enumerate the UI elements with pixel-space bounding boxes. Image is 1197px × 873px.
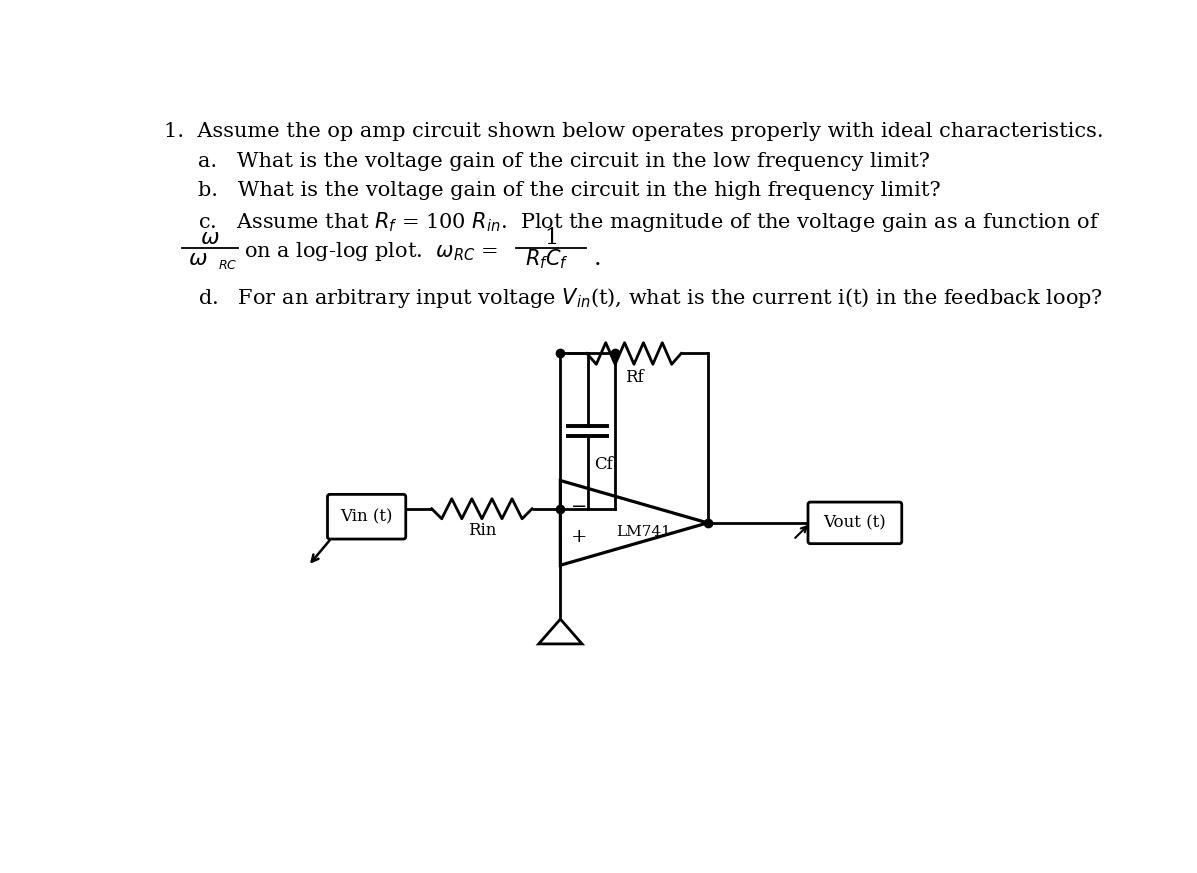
FancyBboxPatch shape <box>328 494 406 539</box>
Text: +: + <box>571 528 588 546</box>
Text: .: . <box>594 247 601 271</box>
Text: Rin: Rin <box>468 522 496 539</box>
Polygon shape <box>560 480 707 565</box>
Text: 1.  Assume the op amp circuit shown below operates properly with ideal character: 1. Assume the op amp circuit shown below… <box>164 122 1104 141</box>
Text: $_{RC}$: $_{RC}$ <box>218 254 237 272</box>
Text: on a log-log plot.  $\omega_{RC}$ =: on a log-log plot. $\omega_{RC}$ = <box>244 240 498 264</box>
Text: $\omega$: $\omega$ <box>200 227 220 249</box>
Text: c.   Assume that $R_f$ = 100 $R_{in}$.  Plot the magnitude of the voltage gain a: c. Assume that $R_f$ = 100 $R_{in}$. Plo… <box>198 210 1100 234</box>
Text: 1: 1 <box>543 227 558 249</box>
FancyBboxPatch shape <box>808 502 901 544</box>
Text: $\omega$: $\omega$ <box>188 248 207 270</box>
Text: $R_f C_f$: $R_f C_f$ <box>524 247 569 271</box>
Text: Vin (t): Vin (t) <box>340 508 393 526</box>
Text: LM741: LM741 <box>616 526 672 540</box>
Text: Vout (t): Vout (t) <box>824 514 886 532</box>
Text: Cf: Cf <box>594 456 613 473</box>
Text: −: − <box>571 498 588 516</box>
Text: b.   What is the voltage gain of the circuit in the high frequency limit?: b. What is the voltage gain of the circu… <box>198 181 941 200</box>
Text: Rf: Rf <box>625 369 643 386</box>
Text: d.   For an arbitrary input voltage $V_{in}$(t), what is the current i(t) in the: d. For an arbitrary input voltage $V_{in… <box>198 285 1102 310</box>
Text: a.   What is the voltage gain of the circuit in the low frequency limit?: a. What is the voltage gain of the circu… <box>198 152 930 171</box>
